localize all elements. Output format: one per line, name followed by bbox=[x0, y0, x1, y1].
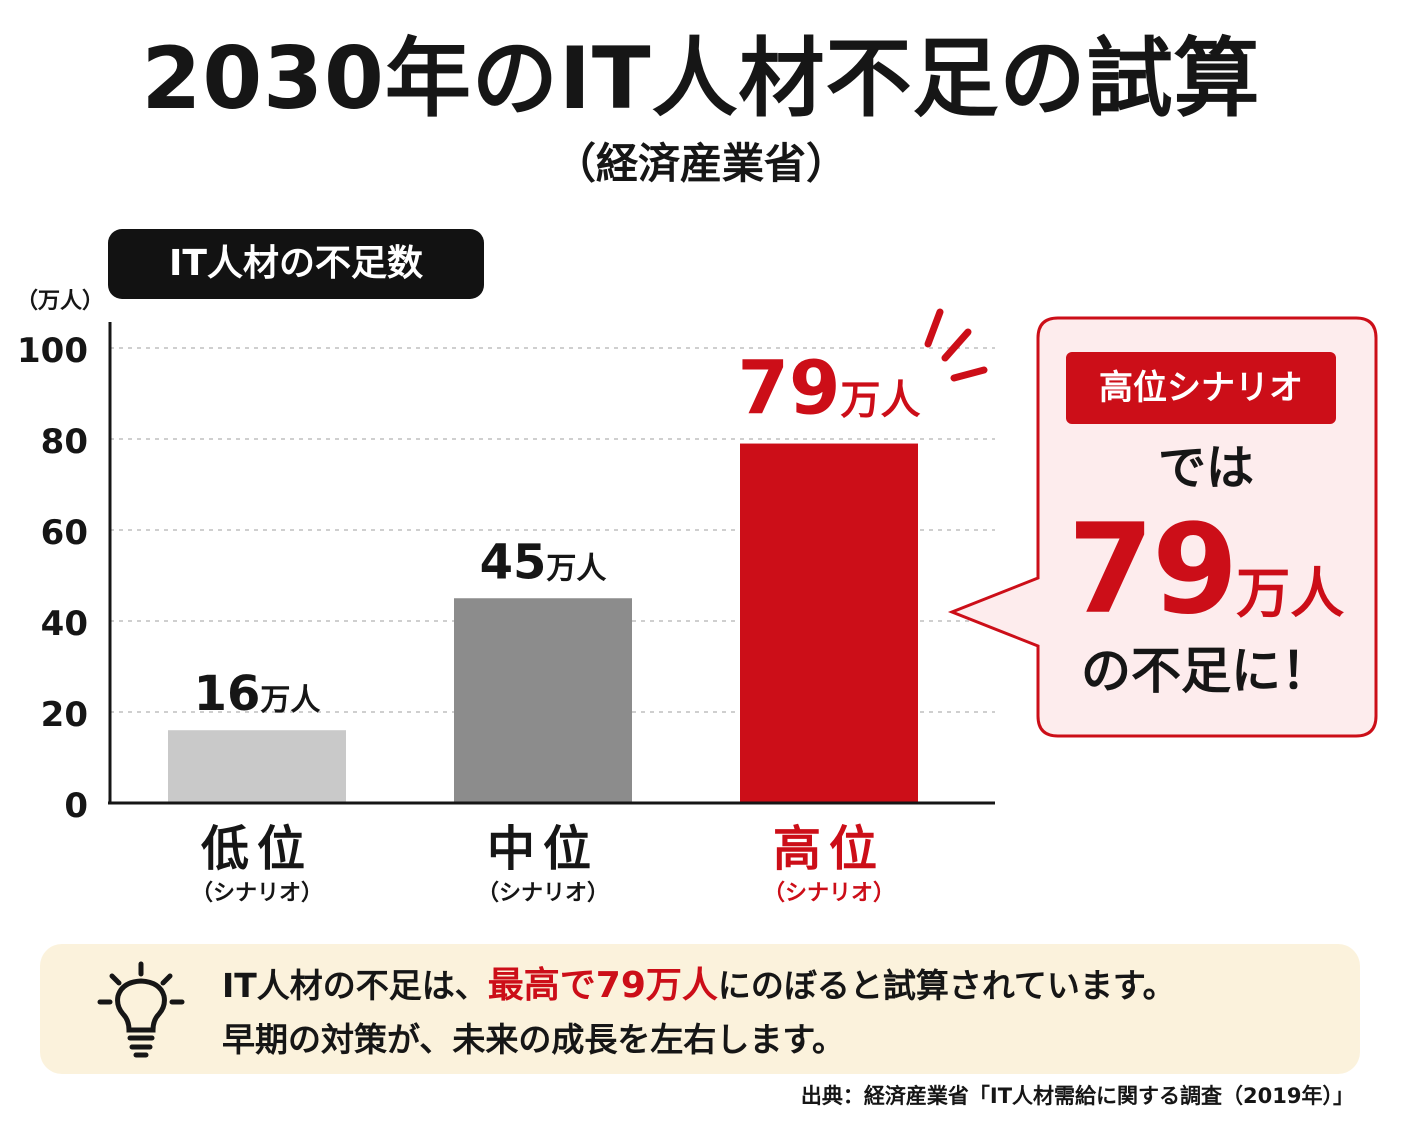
note-highlight: 最高で79万人 bbox=[487, 965, 718, 1006]
emphasis-burst-icon bbox=[924, 308, 988, 382]
source-citation: 出典：経済産業省「IT人材需給に関する調査（2019年）」 bbox=[800, 1084, 1354, 1108]
category-label-low: 低位 bbox=[200, 821, 313, 877]
category-sublabel-low: （シナリオ） bbox=[190, 881, 323, 906]
data-label: 45万人 bbox=[480, 534, 607, 590]
category-label-high: 高位 bbox=[772, 821, 885, 877]
chart-title: IT人材の不足数 bbox=[108, 229, 484, 299]
note-line-2: 早期の対策が、未来の成長を左右します。 bbox=[222, 1020, 846, 1059]
category-sublabel-mid: （シナリオ） bbox=[476, 881, 609, 906]
bar bbox=[740, 443, 918, 803]
lightbulb-icon bbox=[97, 961, 185, 1058]
note-line-1-post: にのぼると試算されています。 bbox=[717, 966, 1176, 1005]
y-tick-label: 40 bbox=[41, 604, 88, 644]
callout-value: 79万人 bbox=[1036, 500, 1376, 677]
y-tick-label: 60 bbox=[41, 513, 88, 553]
data-label: 16万人 bbox=[194, 666, 321, 722]
note-line-1-pre: IT人材の不足は、 bbox=[222, 966, 488, 1005]
bar bbox=[454, 598, 632, 803]
y-tick-label: 100 bbox=[17, 331, 88, 371]
note-box bbox=[40, 944, 1360, 1074]
category-label-mid: 中位 bbox=[486, 821, 599, 877]
callout-text-shortage: の不足に！ bbox=[1081, 642, 1331, 700]
y-axis-unit-label: （万人） bbox=[16, 289, 105, 314]
callout-badge: 高位シナリオ bbox=[1066, 352, 1336, 424]
note-line-1: IT人材の不足は、最高で79万人にのぼると試算されています。 bbox=[222, 960, 1176, 1012]
page-subtitle: （経済産業省） bbox=[553, 139, 848, 188]
callout-value-number: 79 bbox=[1067, 498, 1239, 642]
category-sublabel-high: （シナリオ） bbox=[762, 881, 895, 906]
page-title: 2030年のIT人材不足の試算 bbox=[141, 29, 1261, 129]
data-label: 79万人 bbox=[738, 346, 921, 432]
callout-text-dewa: では bbox=[1157, 440, 1254, 496]
bar bbox=[168, 730, 346, 803]
callout-value-unit: 万人 bbox=[1236, 562, 1345, 625]
y-tick-label: 20 bbox=[41, 695, 88, 735]
y-tick-label: 80 bbox=[41, 422, 88, 462]
y-tick-label: 0 bbox=[64, 786, 88, 826]
